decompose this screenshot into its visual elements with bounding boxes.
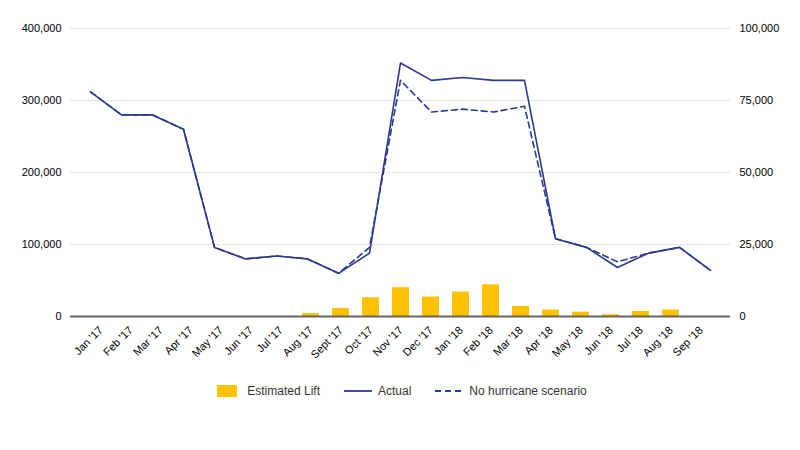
svg-text:Mar '18: Mar '18 [491, 324, 525, 358]
svg-text:May '17: May '17 [189, 324, 224, 359]
svg-text:Jan '18: Jan '18 [432, 324, 465, 357]
svg-text:Jun '17: Jun '17 [222, 324, 255, 357]
html-text:No hurricane scenario: No hurricane scenario [469, 384, 587, 398]
svg-text:Apr '18: Apr '18 [522, 323, 555, 357]
svg-text:Oct '17: Oct '17 [342, 324, 375, 357]
svg-text:May '18: May '18 [549, 324, 584, 359]
svg-text:25,000: 25,000 [740, 238, 774, 250]
svg-text:400,000: 400,000 [22, 22, 62, 34]
svg-text:200,000: 200,000 [22, 166, 62, 178]
svg-text:75,000: 75,000 [740, 94, 774, 106]
svg-text:0: 0 [55, 310, 61, 322]
svg-text:Nov '17: Nov '17 [370, 324, 405, 359]
svg-text:Aug '17: Aug '17 [280, 323, 315, 359]
svg-text:Sept '17: Sept '17 [308, 324, 345, 361]
svg-text:Feb '17: Feb '17 [101, 324, 135, 358]
svg-text:Jul '18: Jul '18 [614, 323, 645, 355]
svg-text:Jul '17: Jul '17 [254, 323, 285, 355]
svg-text:100,000: 100,000 [740, 22, 780, 34]
html-text:Actual: Actual [378, 384, 412, 398]
svg-text:50,000: 50,000 [740, 166, 774, 178]
svg-text:Apr '17: Apr '17 [162, 323, 195, 357]
svg-text:300,000: 300,000 [22, 94, 62, 106]
html-text:Estimated Lift: Estimated Lift [247, 384, 320, 398]
svg-text:0: 0 [740, 310, 746, 322]
svg-text:Dec '17: Dec '17 [400, 324, 435, 359]
svg-text:Jan '17: Jan '17 [72, 324, 105, 357]
svg-text:Feb '18: Feb '18 [461, 324, 495, 358]
svg-text:Mar '17: Mar '17 [131, 324, 165, 358]
svg-text:Aug '18: Aug '18 [640, 324, 675, 359]
svg-text:Sep '18: Sep '18 [670, 324, 705, 359]
svg-text:100,000: 100,000 [22, 238, 62, 250]
svg-text:Jun '18: Jun '18 [582, 324, 615, 357]
